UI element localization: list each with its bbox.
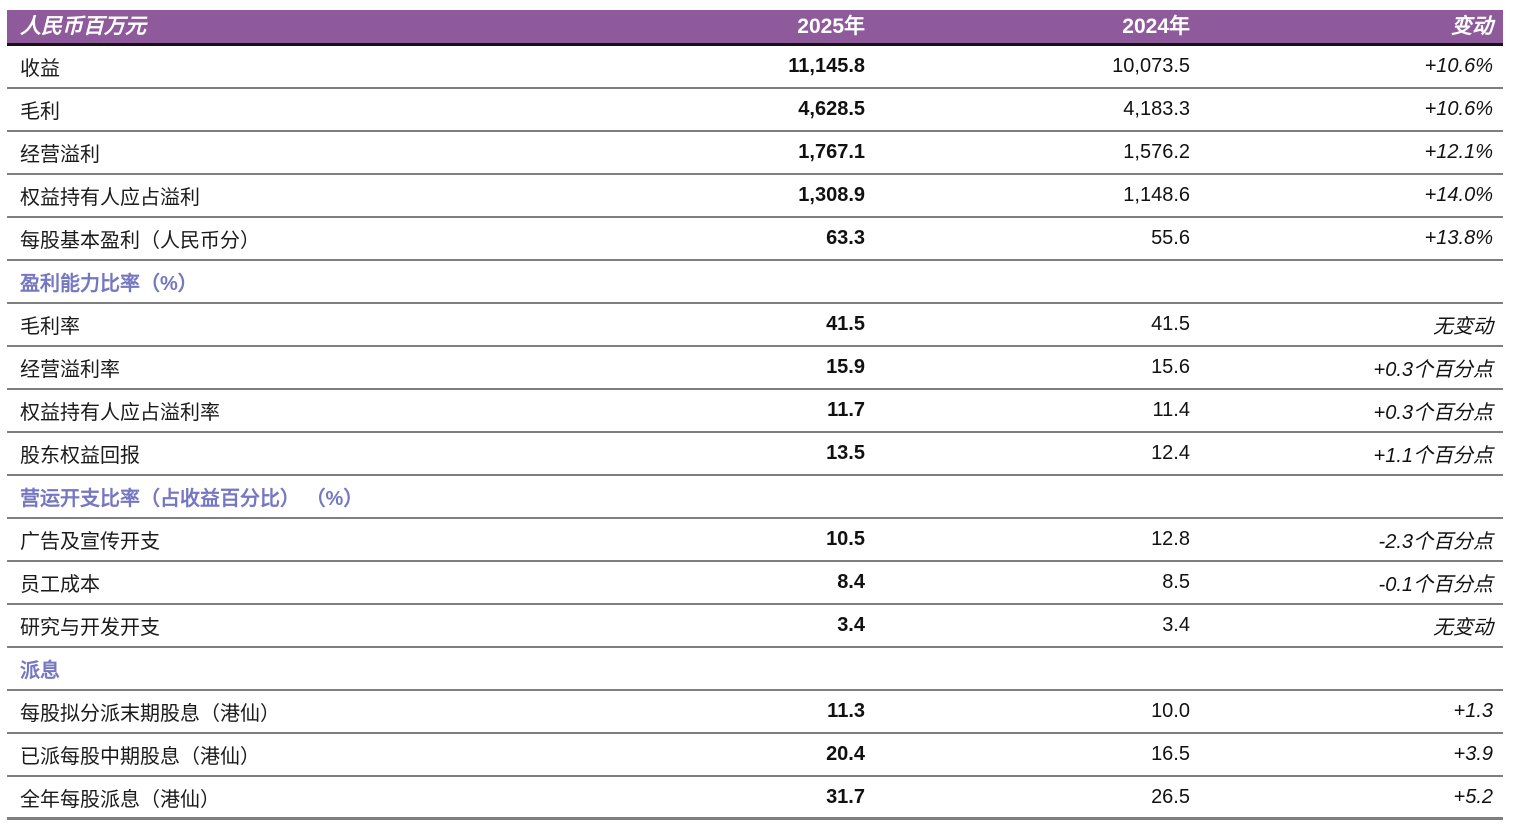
table-row: 经营溢利 1,767.1 1,576.2 +12.1% <box>7 132 1503 175</box>
row-value-2025: 31.7 <box>826 785 865 808</box>
row-value-2024: 10,073.5 <box>1112 55 1190 77</box>
table-header-2025: 2025年 <box>797 15 865 38</box>
row-value-2024: 10.0 <box>1151 700 1190 722</box>
row-label: 每股基本盈利（人民币分） <box>20 230 260 252</box>
row-label: 权益持有人应占溢利 <box>20 187 200 209</box>
table-header-row: 人民币百万元 2025年 2024年 变动 <box>7 10 1503 46</box>
row-value-change: +1.3 <box>1453 700 1493 722</box>
row-value-2025: 15.9 <box>826 356 865 378</box>
row-value-2025: 8.4 <box>837 571 865 593</box>
row-value-change: -0.1个百分点 <box>1378 574 1493 596</box>
row-value-2024: 1,576.2 <box>1123 141 1190 163</box>
row-label: 股东权益回报 <box>20 445 140 467</box>
row-value-2025: 13.5 <box>826 442 865 464</box>
row-value-change: 无变动 <box>1433 316 1493 338</box>
table-row: 广告及宣传开支 10.5 12.8 -2.3个百分点 <box>7 519 1503 562</box>
row-label: 员工成本 <box>20 574 100 596</box>
table-row: 已派每股中期股息（港仙） 20.4 16.5 +3.9 <box>7 734 1503 777</box>
row-value-2025: 11,145.8 <box>788 55 865 77</box>
row-value-2025: 63.3 <box>826 227 865 249</box>
row-value-2024: 12.8 <box>1151 528 1190 550</box>
row-label: 研究与开发开支 <box>20 617 160 639</box>
row-label: 毛利率 <box>20 316 80 338</box>
row-value-2024: 3.4 <box>1162 614 1190 636</box>
row-value-change: 无变动 <box>1433 617 1493 639</box>
row-label: 经营溢利率 <box>20 359 120 381</box>
row-value-change: -2.3个百分点 <box>1378 531 1493 553</box>
table-row: 毛利率 41.5 41.5 无变动 <box>7 304 1503 347</box>
row-value-change: +12.1% <box>1424 141 1493 163</box>
table-row: 员工成本 8.4 8.5 -0.1个百分点 <box>7 562 1503 605</box>
row-label: 全年每股派息（港仙） <box>20 788 220 811</box>
row-label: 收益 <box>20 58 60 80</box>
row-value-2024: 26.5 <box>1151 785 1190 808</box>
row-value-2025: 3.4 <box>837 614 865 636</box>
table-header-2024: 2024年 <box>1122 15 1190 38</box>
row-value-2024: 11.4 <box>1152 399 1190 421</box>
row-label: 经营溢利 <box>20 144 100 166</box>
table-section-header-row: 营运开支比率（占收益百分比） （%） <box>7 476 1503 519</box>
table-row: 股东权益回报 13.5 12.4 +1.1个百分点 <box>7 433 1503 476</box>
row-label: 毛利 <box>20 101 60 123</box>
table-row: 权益持有人应占溢利 1,308.9 1,148.6 +14.0% <box>7 175 1503 218</box>
row-value-2024: 15.6 <box>1151 356 1190 378</box>
table-section-header-row: 派息 <box>7 648 1503 691</box>
table-row: 收益 11,145.8 10,073.5 +10.6% <box>7 46 1503 89</box>
row-value-2024: 1,148.6 <box>1123 184 1190 206</box>
row-value-2025: 1,308.9 <box>798 184 865 206</box>
table-row: 经营溢利率 15.9 15.6 +0.3个百分点 <box>7 347 1503 390</box>
row-value-change: +5.2 <box>1453 785 1493 808</box>
row-label: 盈利能力比率（%） <box>20 273 198 295</box>
table-header-change: 变动 <box>1451 15 1493 38</box>
table-body: 收益 11,145.8 10,073.5 +10.6% 毛利 4,628.5 4… <box>7 46 1503 820</box>
table-row: 每股基本盈利（人民币分） 63.3 55.6 +13.8% <box>7 218 1503 261</box>
table-row: 权益持有人应占溢利率 11.7 11.4 +0.3个百分点 <box>7 390 1503 433</box>
row-value-2025: 10.5 <box>826 528 865 550</box>
row-label: 营运开支比率（占收益百分比） （%） <box>20 488 364 510</box>
row-value-2024: 16.5 <box>1151 743 1190 765</box>
table-row: 研究与开发开支 3.4 3.4 无变动 <box>7 605 1503 648</box>
row-value-2024: 8.5 <box>1162 571 1190 593</box>
row-value-2024: 12.4 <box>1151 442 1190 464</box>
table-row: 毛利 4,628.5 4,183.3 +10.6% <box>7 89 1503 132</box>
row-value-change: +10.6% <box>1424 98 1493 120</box>
row-label: 每股拟分派末期股息（港仙） <box>20 703 280 725</box>
row-value-2025: 41.5 <box>826 313 865 335</box>
row-value-2024: 55.6 <box>1151 227 1190 249</box>
row-value-2025: 4,628.5 <box>798 98 865 120</box>
row-value-2025: 11.7 <box>827 399 865 421</box>
row-value-2025: 20.4 <box>826 743 865 765</box>
table-header-currency-unit: 人民币百万元 <box>20 15 146 38</box>
table-row: 每股拟分派末期股息（港仙） 11.3 10.0 +1.3 <box>7 691 1503 734</box>
row-value-2025: 1,767.1 <box>798 141 865 163</box>
financial-summary-table: 人民币百万元 2025年 2024年 变动 收益 11,145.8 10,073… <box>7 10 1503 820</box>
row-value-change: +13.8% <box>1424 227 1493 249</box>
row-value-2024: 41.5 <box>1151 313 1190 335</box>
row-value-change: +3.9 <box>1453 743 1493 765</box>
row-value-2024: 4,183.3 <box>1123 98 1190 120</box>
table-row: 全年每股派息（港仙） 31.7 26.5 +5.2 <box>7 777 1503 820</box>
row-value-change: +0.3个百分点 <box>1373 402 1493 424</box>
row-value-change: +0.3个百分点 <box>1373 359 1493 381</box>
row-value-change: +14.0% <box>1424 184 1493 206</box>
row-value-change: +10.6% <box>1424 55 1493 77</box>
table-section-header-row: 盈利能力比率（%） <box>7 261 1503 304</box>
row-value-2025: 11.3 <box>827 700 865 722</box>
row-value-change: +1.1个百分点 <box>1373 445 1493 467</box>
row-label: 派息 <box>20 660 60 682</box>
row-label: 已派每股中期股息（港仙） <box>20 746 260 768</box>
row-label: 权益持有人应占溢利率 <box>20 402 220 424</box>
row-label: 广告及宣传开支 <box>20 531 160 553</box>
